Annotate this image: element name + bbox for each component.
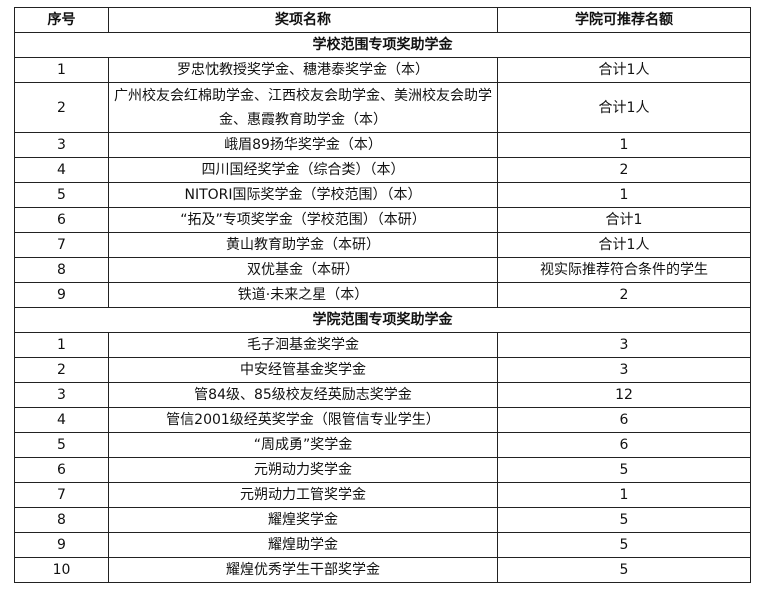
row-index: 4 <box>14 157 109 183</box>
quota-value: 5 <box>497 457 751 483</box>
table-row: 3 管84级、85级校友经英励志奖学金 12 <box>14 382 751 408</box>
table-row: 9 铁道·未来之星（本） 2 <box>14 282 751 308</box>
row-index: 3 <box>14 382 109 408</box>
award-name: 毛子洄基金奖学金 <box>108 332 498 358</box>
table-row: 9 耀煌助学金 5 <box>14 532 751 558</box>
row-index: 9 <box>14 282 109 308</box>
award-name: 铁道·未来之星（本） <box>108 282 498 308</box>
quota-value: 3 <box>497 357 751 383</box>
award-name: 元朔动力工管奖学金 <box>108 482 498 508</box>
section-title: 学院范围专项奖助学金 <box>14 307 751 333</box>
scholarship-quota-table: 序号 奖项名称 学院可推荐名额 学校范围专项奖助学金 1 罗忠忱教授奖学金、穗港泰奖… <box>14 7 751 583</box>
award-name: 耀煌优秀学生干部奖学金 <box>108 557 498 583</box>
quota-value: 1 <box>497 132 751 158</box>
table-row: 4 四川国经奖学金（综合类）（本） 2 <box>14 157 751 183</box>
award-name: 四川国经奖学金（综合类）（本） <box>108 157 498 183</box>
table-row: 10 耀煌优秀学生干部奖学金 5 <box>14 557 751 583</box>
row-index: 7 <box>14 482 109 508</box>
row-index: 1 <box>14 332 109 358</box>
table-row: 8 双优基金（本研） 视实际推荐符合条件的学生 <box>14 257 751 283</box>
row-index: 10 <box>14 557 109 583</box>
header-quota: 学院可推荐名额 <box>497 7 751 33</box>
quota-value: 合计1人 <box>497 57 751 83</box>
table-row: 6 元朔动力奖学金 5 <box>14 457 751 483</box>
quota-value: 5 <box>497 507 751 533</box>
row-index: 6 <box>14 207 109 233</box>
award-name: 耀煌奖学金 <box>108 507 498 533</box>
award-name: 管信2001级经英奖学金（限管信专业学生） <box>108 407 498 433</box>
row-index: 5 <box>14 432 109 458</box>
table-row: 5 NITORI国际奖学金（学校范围）（本） 1 <box>14 182 751 208</box>
table-row: 1 罗忠忱教授奖学金、穗港泰奖学金（本） 合计1人 <box>14 57 751 83</box>
quota-value: 5 <box>497 532 751 558</box>
award-name: 中安经管基金奖学金 <box>108 357 498 383</box>
row-index: 7 <box>14 232 109 258</box>
row-index: 9 <box>14 532 109 558</box>
table-row: 4 管信2001级经英奖学金（限管信专业学生） 6 <box>14 407 751 433</box>
table-row: 7 元朔动力工管奖学金 1 <box>14 482 751 508</box>
award-name: 峨眉89扬华奖学金（本） <box>108 132 498 158</box>
award-name: 元朔动力奖学金 <box>108 457 498 483</box>
table-row: 8 耀煌奖学金 5 <box>14 507 751 533</box>
table-row: 2 中安经管基金奖学金 3 <box>14 357 751 383</box>
award-name: 黄山教育助学金（本研） <box>108 232 498 258</box>
header-row: 序号 奖项名称 学院可推荐名额 <box>14 7 751 33</box>
quota-value: 2 <box>497 157 751 183</box>
row-index: 5 <box>14 182 109 208</box>
row-index: 8 <box>14 507 109 533</box>
award-name: 罗忠忱教授奖学金、穗港泰奖学金（本） <box>108 57 498 83</box>
award-name: 双优基金（本研） <box>108 257 498 283</box>
row-index: 3 <box>14 132 109 158</box>
table-row: 1 毛子洄基金奖学金 3 <box>14 332 751 358</box>
quota-value: 合计1人 <box>497 232 751 258</box>
table-row: 3 峨眉89扬华奖学金（本） 1 <box>14 132 751 158</box>
section-row: 学校范围专项奖助学金 <box>14 32 751 58</box>
table-row: 2 广州校友会红棉助学金、江西校友会助学金、美洲校友会助学金、惠霞教育助学金（本）… <box>14 82 751 133</box>
quota-value: 合计1 <box>497 207 751 233</box>
quota-value: 2 <box>497 282 751 308</box>
quota-value: 视实际推荐符合条件的学生 <box>497 257 751 283</box>
quota-value: 合计1人 <box>497 82 751 133</box>
award-name: NITORI国际奖学金（学校范围）（本） <box>108 182 498 208</box>
award-name: “周成勇”奖学金 <box>108 432 498 458</box>
quota-value: 1 <box>497 182 751 208</box>
table-row: 7 黄山教育助学金（本研） 合计1人 <box>14 232 751 258</box>
header-index: 序号 <box>14 7 109 33</box>
quota-value: 3 <box>497 332 751 358</box>
section-row: 学院范围专项奖助学金 <box>14 307 751 333</box>
quota-value: 5 <box>497 557 751 583</box>
row-index: 8 <box>14 257 109 283</box>
award-name: 管84级、85级校友经英励志奖学金 <box>108 382 498 408</box>
section-title: 学校范围专项奖助学金 <box>14 32 751 58</box>
quota-value: 12 <box>497 382 751 408</box>
table-row: 6 “拓及”专项奖学金（学校范围）（本研） 合计1 <box>14 207 751 233</box>
row-index: 4 <box>14 407 109 433</box>
quota-value: 1 <box>497 482 751 508</box>
award-name: 广州校友会红棉助学金、江西校友会助学金、美洲校友会助学金、惠霞教育助学金（本） <box>108 82 498 133</box>
table-row: 5 “周成勇”奖学金 6 <box>14 432 751 458</box>
quota-value: 6 <box>497 407 751 433</box>
header-award-name: 奖项名称 <box>108 7 498 33</box>
row-index: 6 <box>14 457 109 483</box>
award-name: 耀煌助学金 <box>108 532 498 558</box>
award-name: “拓及”专项奖学金（学校范围）（本研） <box>108 207 498 233</box>
row-index: 2 <box>14 357 109 383</box>
row-index: 1 <box>14 57 109 83</box>
quota-value: 6 <box>497 432 751 458</box>
row-index: 2 <box>14 82 109 133</box>
